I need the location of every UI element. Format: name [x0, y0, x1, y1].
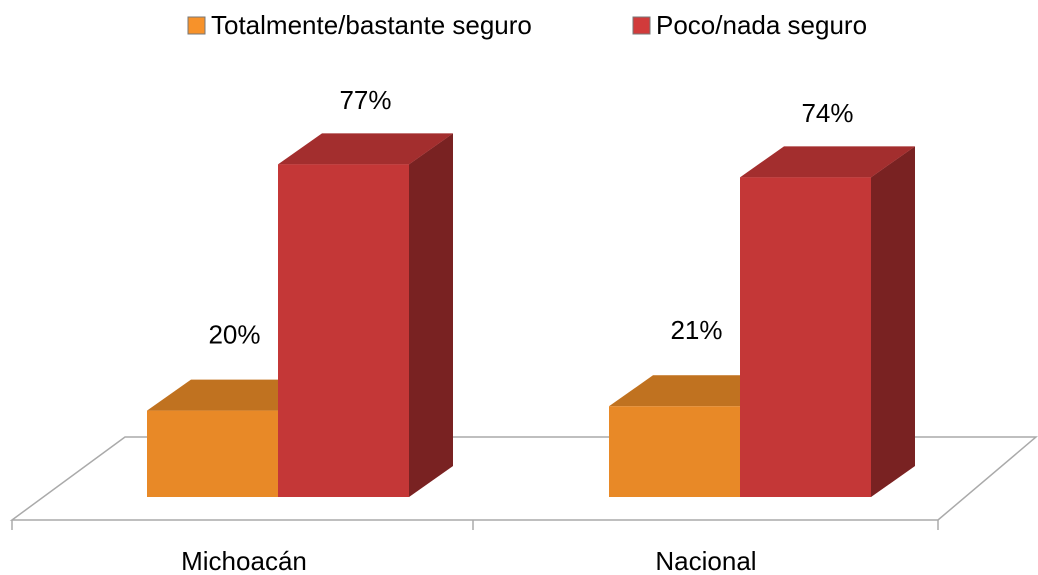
bar — [147, 379, 322, 497]
data-label: 21% — [670, 315, 722, 345]
bar — [740, 146, 915, 497]
bar — [278, 133, 453, 498]
bar-top-shade — [740, 146, 915, 178]
bar-side — [409, 133, 453, 498]
bar-top-shade — [278, 133, 453, 165]
legend-swatch — [187, 16, 206, 35]
bar-front-shade — [740, 177, 871, 497]
data-label: 77% — [339, 85, 391, 115]
bar-front-shade — [609, 406, 740, 497]
bar-front — [609, 406, 740, 497]
bar-top — [278, 133, 453, 165]
bar-front — [147, 410, 278, 497]
x-tick-label: Michoacán — [181, 546, 307, 575]
bar-front — [278, 164, 409, 498]
bar-side-shade — [409, 133, 453, 498]
legend-swatch — [632, 16, 651, 35]
x-tick-label: Nacional — [655, 546, 756, 575]
bar-top — [740, 146, 915, 178]
data-label: 74% — [801, 98, 853, 128]
bar-side — [871, 146, 915, 497]
legend-label: Totalmente/bastante seguro — [211, 10, 532, 40]
bar-side-shade — [871, 146, 915, 497]
data-label: 20% — [208, 319, 260, 349]
legend-label: Poco/nada seguro — [656, 10, 867, 40]
bar-front-shade — [147, 410, 278, 497]
bar-front-shade — [278, 164, 409, 498]
bar-front — [740, 177, 871, 497]
